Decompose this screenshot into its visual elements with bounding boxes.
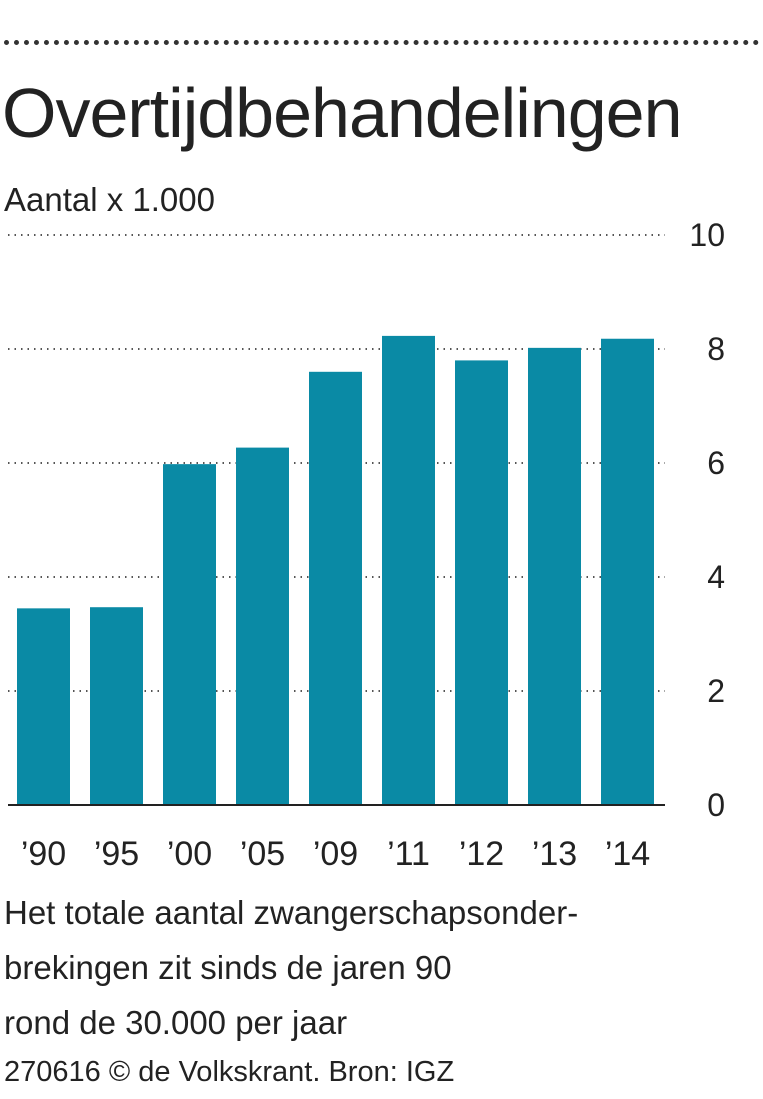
chart-note: Het totale aantal zwangerschapsonder- br…	[4, 885, 759, 1050]
y-tick-label: 6	[707, 445, 725, 481]
x-category-label: ’12	[459, 835, 504, 873]
y-tick-label: 4	[707, 559, 725, 595]
y-tick-labels: 0 2 4 6 8 10	[689, 217, 725, 823]
bars	[17, 335, 654, 805]
y-tick-label: 8	[707, 331, 725, 367]
x-category-label: ’14	[605, 835, 650, 873]
x-category-label: ’00	[167, 835, 212, 873]
bar	[17, 608, 70, 805]
x-category-label: ’09	[313, 835, 358, 873]
x-category-label: ’95	[94, 835, 139, 873]
bar	[236, 447, 289, 805]
note-line: Het totale aantal zwangerschapsonder-	[4, 894, 579, 931]
x-category-label: ’90	[21, 835, 66, 873]
bar	[309, 371, 362, 805]
top-dotted-rule	[4, 40, 759, 45]
source-credit: 270616 © de Volkskrant. Bron: IGZ	[4, 1056, 455, 1088]
bar-chart: 0 2 4 6 8 10 ’90 ’95 ’00 ’05 ’09 ’11 ’12 ’13 ’14	[8, 217, 725, 873]
bar	[601, 338, 654, 805]
note-line: rond de 30.000 per jaar	[4, 1004, 348, 1041]
chart-subtitle: Aantal x 1.000	[4, 181, 215, 218]
bar	[528, 347, 581, 805]
bar	[163, 464, 216, 805]
x-category-label: ’13	[532, 835, 577, 873]
bar	[382, 335, 435, 805]
bar	[90, 607, 143, 805]
y-tick-label: 10	[689, 217, 725, 253]
note-line: brekingen zit sinds de jaren 90	[4, 949, 452, 986]
bar	[455, 360, 508, 805]
chart-title: Overtijdbehandelingen	[2, 74, 683, 152]
y-tick-label: 0	[707, 787, 725, 823]
x-category-label: ’05	[240, 835, 285, 873]
x-category-label: ’11	[387, 835, 430, 873]
category-labels: ’90 ’95 ’00 ’05 ’09 ’11 ’12 ’13 ’14	[21, 835, 650, 873]
y-tick-label: 2	[707, 673, 725, 709]
